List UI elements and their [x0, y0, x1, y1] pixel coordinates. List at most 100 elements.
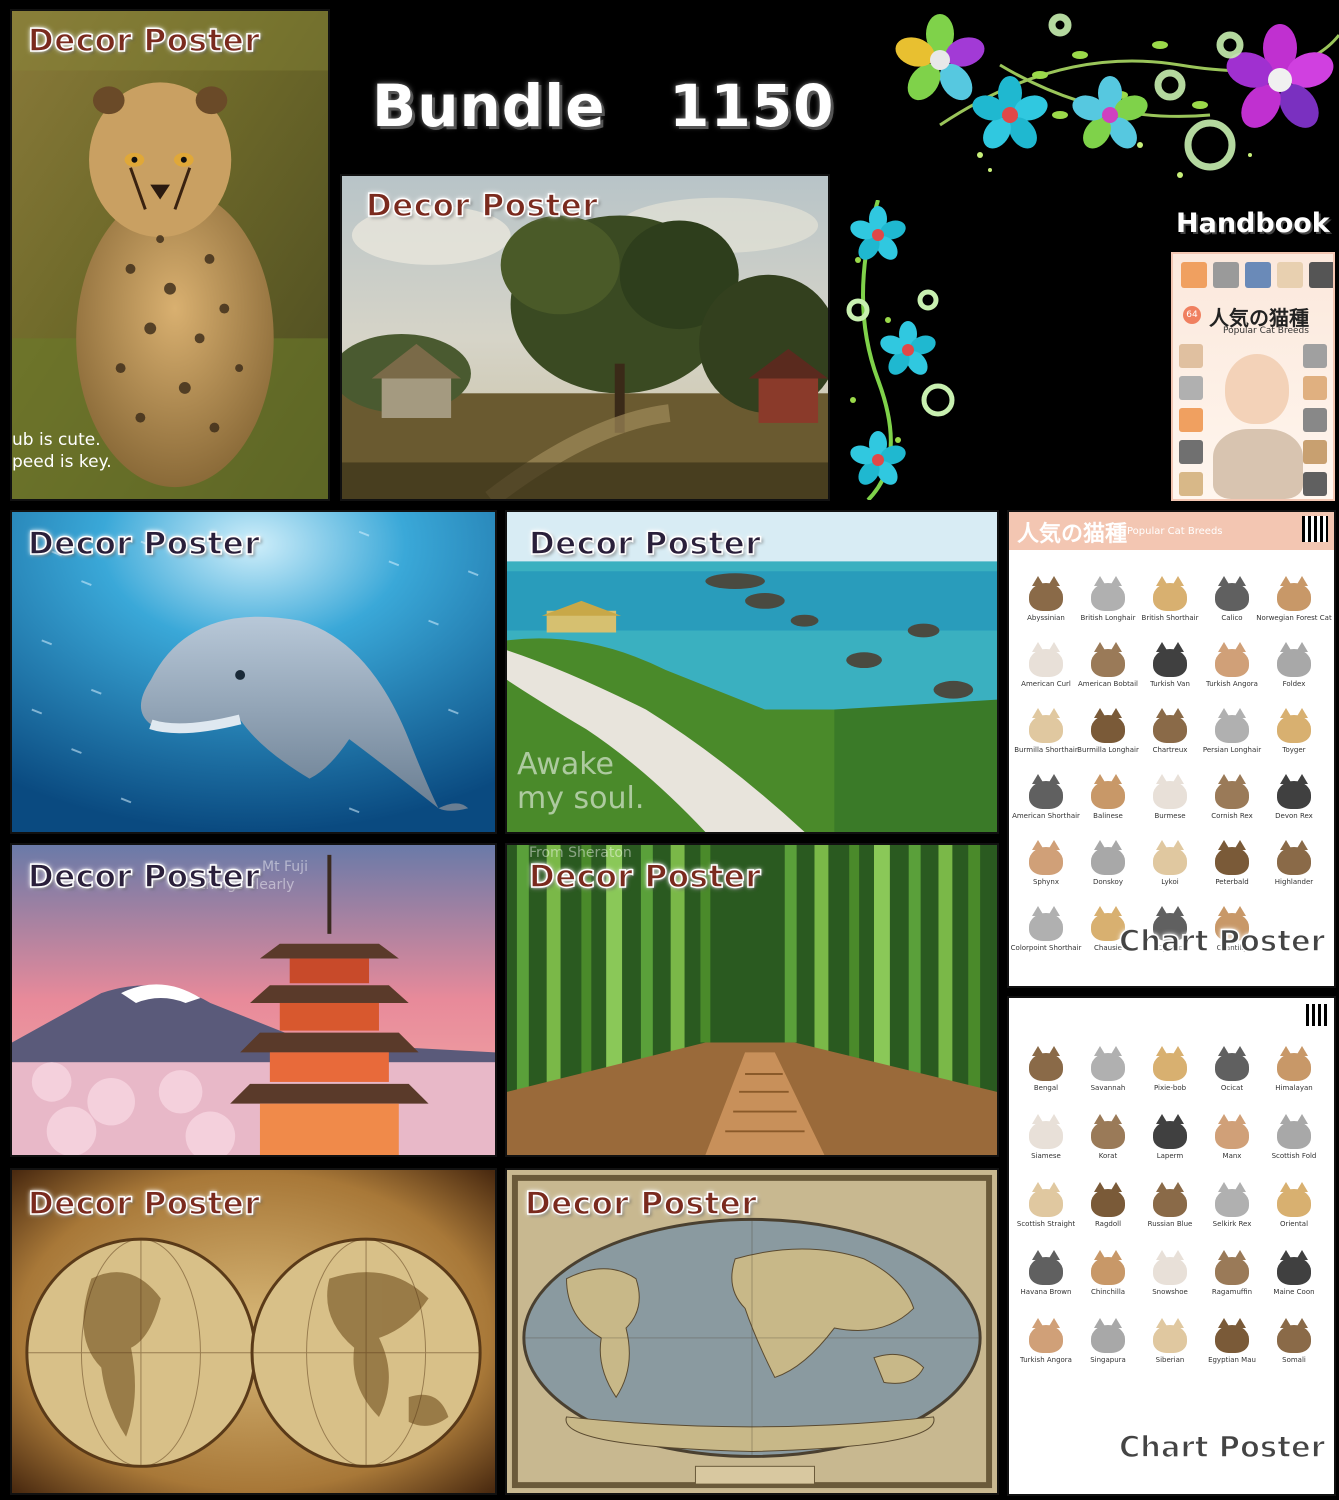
cat-photo [1091, 1046, 1125, 1081]
cat-breed-item: Himalayan [1263, 1024, 1325, 1092]
fuji-pagoda-image [12, 845, 495, 1155]
handbook-title: 人気の猫種 [1209, 306, 1309, 330]
cat-breed-item: Chausie [1077, 886, 1139, 952]
cat-breed-name: Devon Rex [1275, 812, 1313, 820]
cat-breed-name: Highlander [1274, 878, 1314, 886]
cat-photo [1029, 576, 1063, 611]
decor-poster-label: Decor Poster [27, 858, 261, 896]
cat-breed-item: Lykoi [1139, 820, 1201, 886]
cat-breed-item: Donskoy [1077, 820, 1139, 886]
cat-photo [1215, 906, 1249, 941]
cat-breed-item: Cornish Rex [1201, 754, 1263, 820]
cat-photo [1029, 642, 1063, 677]
cat-photo [1153, 576, 1187, 611]
cat-breed-item: American Curl [1015, 622, 1077, 688]
decor-poster-label: Decor Poster [27, 1185, 261, 1223]
bamboo-poster[interactable]: Decor Poster From Sheraton [505, 843, 999, 1157]
cat-photo [1029, 840, 1063, 875]
cheetah-poster[interactable]: Decor Poster ub is cute. peed is key. [10, 9, 330, 501]
cat-photo [1215, 642, 1249, 677]
cat-breed-item: Oriental [1263, 1160, 1325, 1228]
cat-breed-name: Singapura [1090, 1356, 1126, 1364]
antique-world-map-poster[interactable]: Decor Poster [10, 1168, 497, 1495]
cat-breed-name: British Longhair [1080, 614, 1136, 622]
cat-photo [1153, 1182, 1187, 1217]
coast-caption-line2: my soul. [517, 781, 645, 816]
cat-breed-name: Norwegian Forest Cat [1256, 614, 1332, 622]
cat-breed-item: Manx [1201, 1092, 1263, 1160]
cat-breed-name: Scottish Fold [1271, 1152, 1317, 1160]
cat-breed-item: Peterbald [1201, 820, 1263, 886]
chart-poster-label: Chart Poster [1118, 1429, 1326, 1465]
cat-breed-name: Siberian [1155, 1356, 1185, 1364]
cat-breed-item: Highlander [1263, 820, 1325, 886]
cat-breed-name: Foldex [1282, 680, 1306, 688]
cat-breed-item: Siberian [1139, 1296, 1201, 1364]
cat-breed-item: Scottish Fold [1263, 1092, 1325, 1160]
cat-photo [1153, 840, 1187, 875]
cat-breed-name: Burmese [1154, 812, 1186, 820]
baby-cat-image [1213, 429, 1303, 499]
cat-breed-name: American Shorthair [1012, 812, 1080, 820]
coast-caption-line1: Awake [517, 747, 614, 782]
cat-photo [1215, 1046, 1249, 1081]
cat-breed-name: Oriental [1279, 1220, 1309, 1228]
cat-breed-name: Ocicat [1220, 1084, 1244, 1092]
chart-header [1009, 512, 1334, 550]
cat-breed-grid: Abyssinian British Longhair British Shorth… [1011, 556, 1332, 952]
cat-breed-item: Ocicat [1201, 1024, 1263, 1092]
decor-poster-label: Decor Poster [528, 525, 762, 563]
cat-breed-name: Egyptian Mau [1208, 1356, 1256, 1364]
dolphin-poster[interactable]: Decor Poster [10, 510, 497, 834]
cat-breed-name: Turkish Van [1150, 680, 1190, 688]
cat-breed-item: British Shorthair [1139, 556, 1201, 622]
cat-breed-item: Ragdoll [1077, 1160, 1139, 1228]
cheetah-caption-line1: ub is cute. [12, 430, 101, 450]
decor-poster-label: Decor Poster [27, 22, 261, 60]
landscape-painting-poster[interactable]: Decor Poster [340, 174, 830, 501]
cat-breed-item: Siamese [1015, 1092, 1077, 1160]
cat-breed-item: Havana Brown [1015, 1228, 1077, 1296]
cat-breed-name: Calico [1221, 614, 1243, 622]
cat-photo [1277, 1318, 1311, 1353]
cat-breed-item: Scottish Straight [1015, 1160, 1077, 1228]
ortelius-world-map-poster[interactable]: Decor Poster [505, 1168, 999, 1495]
cat-breed-name: Turkish Angora [1206, 680, 1258, 688]
cat-breeds-chart-poster-2[interactable]: Bengal Savannah Pixie-bob Ocicat Himalayan Si… [1007, 996, 1336, 1496]
cat-breed-item: Calico [1201, 556, 1263, 622]
fuji-caption-line2: of things clearly [182, 877, 295, 893]
cat-breed-name: Lykoi [1161, 878, 1179, 886]
cat-photo [1215, 708, 1249, 743]
cat-breed-name: Korat [1098, 1152, 1118, 1160]
coast-image [507, 512, 997, 832]
cat-breed-name: Somali [1282, 1356, 1306, 1364]
coast-poster[interactable]: Decor Poster Awake my soul. [505, 510, 999, 834]
cat-breed-item: American Bobtail [1077, 622, 1139, 688]
fuji-pagoda-poster[interactable]: Decor Poster Mt Fuji of things clearly [10, 843, 497, 1157]
cat-breed-item: American Shorthair [1012, 754, 1080, 820]
decor-poster-label: Decor Poster [528, 858, 762, 896]
cat-photo [1277, 1114, 1311, 1149]
handbook-cover[interactable]: 64 人気の猫種 Popular Cat Breeds [1171, 252, 1335, 501]
cat-breed-name: Cornish Rex [1211, 812, 1253, 820]
cat-photo [1091, 1318, 1125, 1353]
cat-breed-item: Colorpoint Shorthair [1011, 886, 1081, 952]
cat-breed-grid: Bengal Savannah Pixie-bob Ocicat Himalayan Si… [1015, 1024, 1325, 1364]
cat-breeds-chart-poster-1[interactable]: 人気の猫種 Popular Cat Breeds Abyssinian Briti… [1007, 510, 1336, 988]
cat-breed-name: Laperm [1156, 1152, 1184, 1160]
cat-photo [1153, 1114, 1187, 1149]
cat-photo [1153, 708, 1187, 743]
cat-breed-name: Chinchilla [1090, 1288, 1126, 1296]
handbook-number: 64 [1183, 306, 1201, 324]
cat-photo [1277, 1182, 1311, 1217]
cat-photo [1153, 906, 1187, 941]
cat-breed-item: Bengal [1015, 1024, 1077, 1092]
cat-breed-item: Turkish Angora [1201, 622, 1263, 688]
cat-photo [1215, 1182, 1249, 1217]
cat-photo [1277, 708, 1311, 743]
cat-breed-item: Abyssinian [1015, 556, 1077, 622]
cat-photo [1277, 774, 1311, 809]
cat-breed-name: Burmilla Longhair [1077, 746, 1139, 754]
cat-photo [1215, 1250, 1249, 1285]
cat-photo [1153, 1250, 1187, 1285]
